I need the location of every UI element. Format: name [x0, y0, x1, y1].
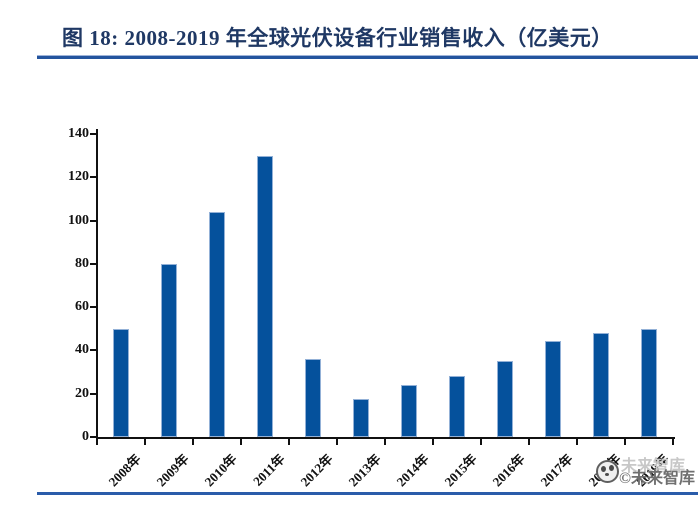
- bar-2011年: [257, 155, 273, 437]
- y-tick: [90, 262, 96, 265]
- x-tick: [240, 437, 242, 445]
- watermark-text: ©未来智库: [619, 470, 695, 487]
- y-tick-label: 140: [68, 126, 89, 141]
- footer-rule: [37, 492, 698, 495]
- y-tick-label: 40: [75, 342, 89, 358]
- x-tick: [432, 437, 434, 445]
- y-tick: [90, 349, 96, 352]
- x-tick: [192, 437, 194, 445]
- x-tick: [288, 437, 290, 445]
- y-tick-label: 60: [75, 299, 89, 315]
- x-tick: [144, 437, 146, 445]
- y-tick-label: 100: [68, 212, 89, 228]
- bar-2015年: [449, 376, 465, 437]
- x-tick: [624, 437, 626, 445]
- y-axis-line: [96, 129, 98, 439]
- x-tick: [528, 437, 530, 445]
- y-tick: [90, 219, 96, 222]
- panda-logo-icon: [596, 460, 619, 483]
- bar-2013年: [353, 399, 369, 437]
- x-tick: [96, 437, 98, 445]
- figure-title: 图 18: 2008-2019 年全球光伏设备行业销售收入（亿美元）: [62, 26, 613, 50]
- bar-2009年: [161, 263, 177, 437]
- watermark-shadow-text: 未来智库: [621, 458, 686, 475]
- y-tick-label: 120: [68, 169, 89, 185]
- x-tick: [480, 437, 482, 445]
- y-tick-label: 20: [75, 385, 89, 401]
- bar-2016年: [497, 361, 513, 437]
- y-tick: [90, 436, 96, 438]
- y-tick-label: 0: [82, 429, 89, 444]
- x-tick: [384, 437, 386, 445]
- y-tick: [90, 306, 96, 309]
- x-tick: [576, 437, 578, 445]
- title-underline: [37, 56, 698, 59]
- y-tick: [90, 392, 96, 395]
- bar-2008年: [113, 328, 129, 437]
- y-tick: [90, 133, 96, 135]
- x-tick: [336, 437, 338, 445]
- bar-2012年: [305, 359, 321, 437]
- y-tick-label: 80: [75, 255, 89, 271]
- bar-2019年: [641, 328, 657, 437]
- bar-2017年: [545, 340, 561, 437]
- bar-2014年: [401, 385, 417, 437]
- x-tick: [672, 437, 674, 445]
- y-tick: [90, 176, 96, 179]
- bar-2018年: [593, 333, 609, 437]
- bar-2010年: [209, 211, 225, 437]
